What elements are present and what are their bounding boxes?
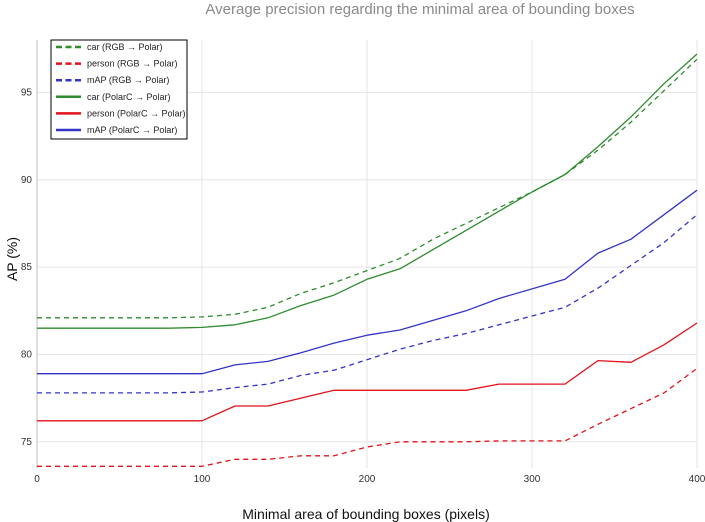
x-tick-label: 100 xyxy=(194,474,211,485)
series-lines xyxy=(37,53,698,467)
y-tick-label: 95 xyxy=(21,87,33,98)
y-axis-label: AP (%) xyxy=(4,237,20,281)
y-tick-label: 90 xyxy=(21,175,33,186)
series-line-0 xyxy=(37,58,698,319)
series-line-1 xyxy=(37,367,698,467)
x-tick-label: 200 xyxy=(359,474,376,485)
y-tick-label: 80 xyxy=(21,349,33,360)
legend-items: car (RGB → Polar) person (RGB → Polar) mAP… xyxy=(56,42,186,135)
y-axis-ticks: 75 80 85 90 95 xyxy=(21,87,33,447)
x-tick-label: 400 xyxy=(689,474,705,485)
series-line-3 xyxy=(37,53,698,329)
x-axis-label: Minimal area of bounding boxes (pixels) xyxy=(242,506,489,522)
legend: car (RGB → Polar) person (RGB → Polar) mAP… xyxy=(50,39,188,140)
legend-box xyxy=(50,39,188,140)
series-line-4 xyxy=(37,322,698,422)
series-line-2 xyxy=(37,214,698,394)
legend-label: mAP (RGB → Polar) xyxy=(87,75,169,85)
legend-label: car (PolarC → Polar) xyxy=(87,92,171,102)
legend-label: person (PolarC → Polar) xyxy=(87,108,186,118)
legend-label: person (RGB → Polar) xyxy=(87,59,178,69)
x-axis-ticks: 0 100 200 300 400 xyxy=(34,474,705,485)
y-tick-label: 75 xyxy=(21,437,33,448)
x-tick-label: 0 xyxy=(34,474,40,485)
chart-title: Average precision regarding the minimal … xyxy=(205,1,634,18)
x-tick-label: 300 xyxy=(524,474,541,485)
legend-label: mAP (PolarC → Polar) xyxy=(87,125,177,135)
y-tick-label: 85 xyxy=(21,262,33,273)
series-line-5 xyxy=(37,189,698,375)
legend-label: car (RGB → Polar) xyxy=(87,42,163,52)
